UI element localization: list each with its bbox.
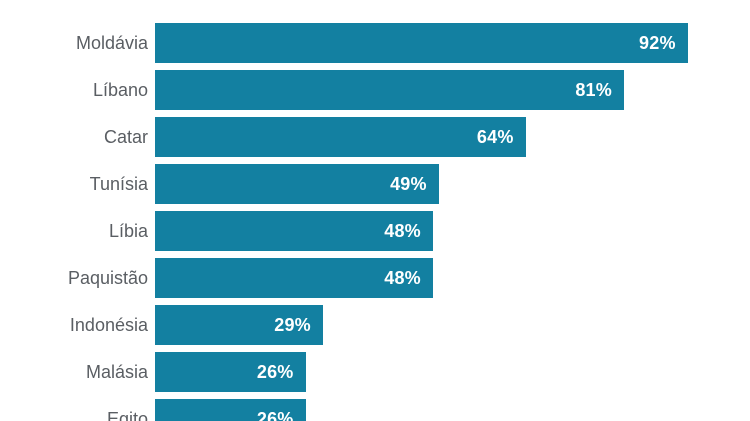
bar: 64%	[155, 117, 526, 157]
category-label: Paquistão	[67, 268, 148, 288]
category-label: Indonésia	[69, 315, 148, 335]
chart-row: Paquistão 48%	[0, 258, 750, 298]
bar-area: 26%	[155, 352, 734, 392]
bar: 92%	[155, 23, 688, 63]
chart-row: Líbia 48%	[0, 211, 750, 251]
chart-row: Egito 26%	[0, 399, 750, 421]
bar-area: 48%	[155, 211, 734, 251]
bar: 26%	[155, 352, 306, 392]
category-label: Líbia	[108, 221, 148, 241]
bar-area: 48%	[155, 258, 734, 298]
bar: 81%	[155, 70, 624, 110]
bar-area: 64%	[155, 117, 734, 157]
category-label: Líbano	[92, 80, 148, 100]
chart-row: Líbano 81%	[0, 70, 750, 110]
value-label: 81%	[575, 79, 612, 100]
bar: 48%	[155, 211, 433, 251]
value-label: 29%	[274, 314, 311, 335]
bar: 26%	[155, 399, 306, 421]
bar-area: 29%	[155, 305, 734, 345]
chart-row: Moldávia 92%	[0, 23, 750, 63]
bar: 48%	[155, 258, 433, 298]
category-label: Tunísia	[89, 174, 148, 194]
category-label: Catar	[103, 127, 148, 147]
chart-row: Malásia 26%	[0, 352, 750, 392]
chart-row: Tunísia 49%	[0, 164, 750, 204]
value-label: 48%	[384, 220, 421, 241]
bar-area: 49%	[155, 164, 734, 204]
value-label: 26%	[256, 361, 294, 382]
value-label: 64%	[476, 126, 514, 147]
value-label: 26%	[256, 408, 294, 421]
category-label: Egito	[106, 409, 148, 421]
category-label: Moldávia	[75, 33, 148, 53]
bar-area: 81%	[155, 70, 734, 110]
value-label: 48%	[384, 267, 421, 288]
bar-area: 26%	[155, 399, 734, 421]
category-label: Malásia	[85, 362, 148, 382]
bar: 29%	[155, 305, 323, 345]
chart-row: Indonésia 29%	[0, 305, 750, 345]
bar: 49%	[155, 164, 439, 204]
chart-row: Catar 64%	[0, 117, 750, 157]
value-label: 49%	[390, 173, 427, 194]
bar-area: 92%	[155, 23, 734, 63]
value-label: 92%	[639, 32, 676, 53]
